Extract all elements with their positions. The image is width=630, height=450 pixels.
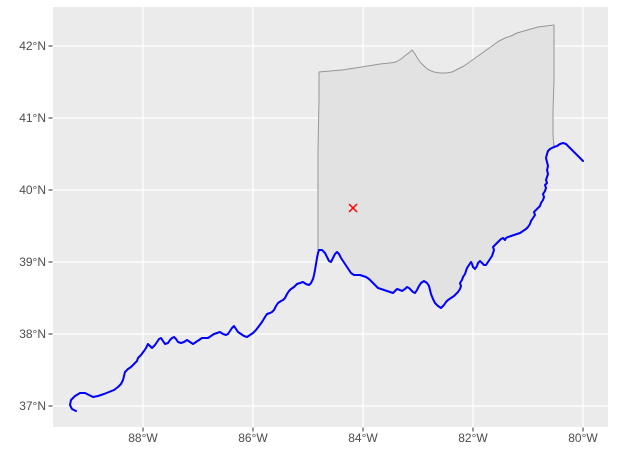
y-axis-tick-label: 39°N bbox=[19, 255, 46, 269]
ohio-river-path bbox=[69, 142, 584, 412]
x-axis-tick-label: 84°W bbox=[348, 431, 378, 445]
y-axis-tick-label: 41°N bbox=[19, 111, 46, 125]
y-axis-tick-label: 38°N bbox=[19, 327, 46, 341]
x-axis-tick-label: 80°W bbox=[568, 431, 598, 445]
y-axis-tick-label: 42°N bbox=[19, 39, 46, 53]
y-axis-tick-label: 40°N bbox=[19, 183, 46, 197]
point-marker-x bbox=[348, 203, 358, 213]
x-axis-tick-label: 88°W bbox=[128, 431, 158, 445]
y-axis-tick-label: 37°N bbox=[19, 399, 46, 413]
x-axis-tick-label: 82°W bbox=[458, 431, 488, 445]
x-axis-tick-label: 86°W bbox=[238, 431, 268, 445]
